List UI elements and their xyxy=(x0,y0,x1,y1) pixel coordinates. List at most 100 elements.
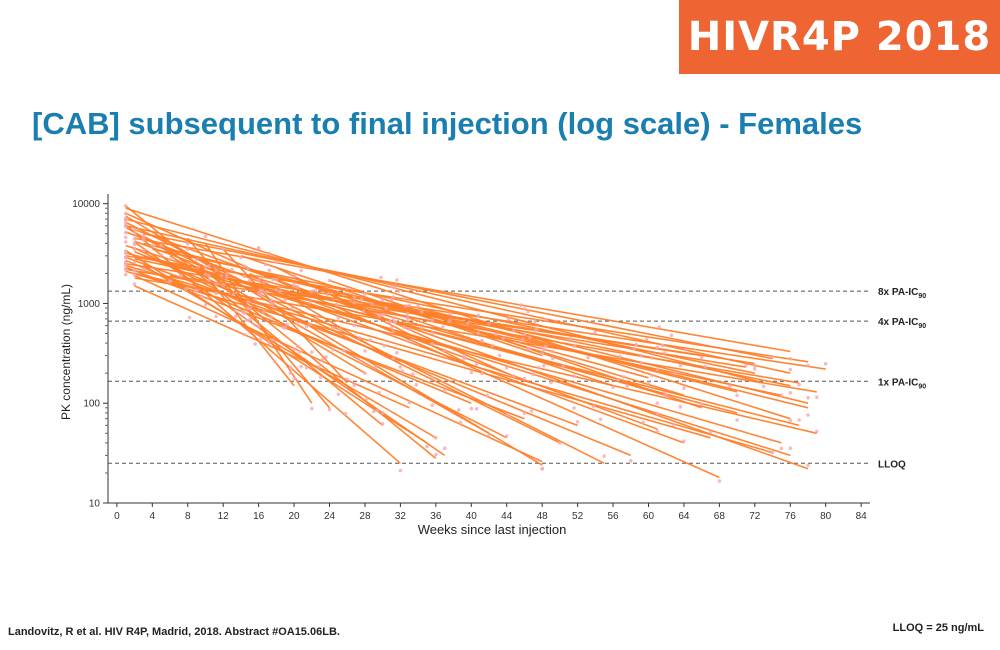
data-point xyxy=(338,327,342,332)
data-point xyxy=(219,274,224,278)
data-point xyxy=(551,356,555,361)
data-point xyxy=(391,329,396,334)
data-point xyxy=(141,238,146,242)
data-point xyxy=(522,307,527,311)
x-tick-label: 8 xyxy=(185,511,191,522)
data-point xyxy=(572,374,576,378)
data-point xyxy=(621,375,626,379)
reference-label: 8x PA-IC90 xyxy=(878,287,926,300)
data-point xyxy=(815,429,819,434)
data-point xyxy=(788,418,793,423)
data-point xyxy=(336,392,341,397)
series-line xyxy=(258,272,738,393)
data-point xyxy=(194,258,199,262)
x-tick-label: 12 xyxy=(218,511,230,522)
x-ticks: 0 4 8 12 16 20 24 28 32 36 40 44 48 52 56 60 64 68 72 76 80 8… xyxy=(114,503,867,522)
data-point xyxy=(203,234,208,238)
data-point xyxy=(292,347,296,351)
data-point xyxy=(683,348,688,352)
data-point xyxy=(494,332,498,336)
data-point xyxy=(462,356,467,361)
data-point xyxy=(382,343,387,348)
data-point xyxy=(324,355,328,359)
series-line xyxy=(142,264,437,439)
data-point xyxy=(761,384,766,389)
data-point xyxy=(377,314,381,318)
series-line xyxy=(160,242,384,427)
data-point xyxy=(327,407,332,412)
data-point xyxy=(506,317,511,321)
data-point xyxy=(655,401,660,405)
series-line xyxy=(204,242,313,404)
conference-badge: HIVR4P 2018 xyxy=(679,0,1000,74)
data-point xyxy=(258,338,263,342)
data-point xyxy=(806,413,810,417)
data-point xyxy=(551,349,555,354)
data-point xyxy=(655,429,660,433)
data-point xyxy=(363,292,367,296)
data-point xyxy=(480,339,484,343)
data-point xyxy=(388,320,392,324)
data-point xyxy=(359,297,364,302)
data-point xyxy=(379,275,383,280)
data-point xyxy=(123,211,128,216)
data-point xyxy=(271,338,275,342)
data-point xyxy=(616,377,621,382)
data-point xyxy=(331,347,335,352)
data-point xyxy=(806,463,810,468)
data-point xyxy=(434,436,438,440)
data-point xyxy=(375,408,380,413)
data-point xyxy=(377,390,381,395)
data-point xyxy=(682,439,686,443)
data-point xyxy=(650,356,654,360)
series-line xyxy=(125,225,791,374)
series-line xyxy=(134,274,543,463)
y-tick-label: 100 xyxy=(83,399,100,410)
data-point xyxy=(132,242,137,247)
data-point xyxy=(242,274,247,278)
data-point xyxy=(497,353,502,358)
data-point xyxy=(641,420,645,425)
data-point xyxy=(123,230,128,235)
data-point xyxy=(540,345,544,350)
data-point xyxy=(407,327,412,331)
data-point xyxy=(132,268,137,272)
data-point xyxy=(442,388,447,392)
lloq-note: LLOQ = 25 ng/mL xyxy=(892,622,984,634)
data-point xyxy=(411,372,415,376)
data-point xyxy=(132,236,137,241)
data-point xyxy=(519,303,523,307)
series-line xyxy=(205,262,667,397)
data-point xyxy=(407,303,412,308)
data-point xyxy=(403,304,408,308)
x-tick-label: 80 xyxy=(820,511,832,522)
data-point xyxy=(526,309,530,314)
data-point xyxy=(815,395,819,399)
x-tick-label: 36 xyxy=(430,511,442,522)
series-line xyxy=(125,207,791,420)
data-point xyxy=(561,364,566,368)
x-axis-label: Weeks since last injection xyxy=(418,522,567,537)
x-tick-label: 48 xyxy=(537,511,549,522)
data-point xyxy=(699,402,704,406)
data-point xyxy=(476,331,481,335)
data-point xyxy=(572,344,576,348)
data-point xyxy=(196,264,201,269)
data-point xyxy=(315,315,319,319)
data-point xyxy=(221,247,225,251)
data-point xyxy=(384,306,389,310)
data-point xyxy=(221,283,225,287)
data-point xyxy=(317,365,321,369)
data-point xyxy=(292,274,296,278)
data-point xyxy=(662,390,667,395)
x-tick-label: 52 xyxy=(572,511,584,522)
data-point xyxy=(664,393,668,398)
data-point xyxy=(536,365,541,370)
data-point xyxy=(650,373,654,377)
data-point xyxy=(269,298,273,302)
series-line xyxy=(222,248,348,384)
series-line xyxy=(125,259,472,404)
data-point xyxy=(267,341,272,345)
data-point xyxy=(520,337,525,341)
